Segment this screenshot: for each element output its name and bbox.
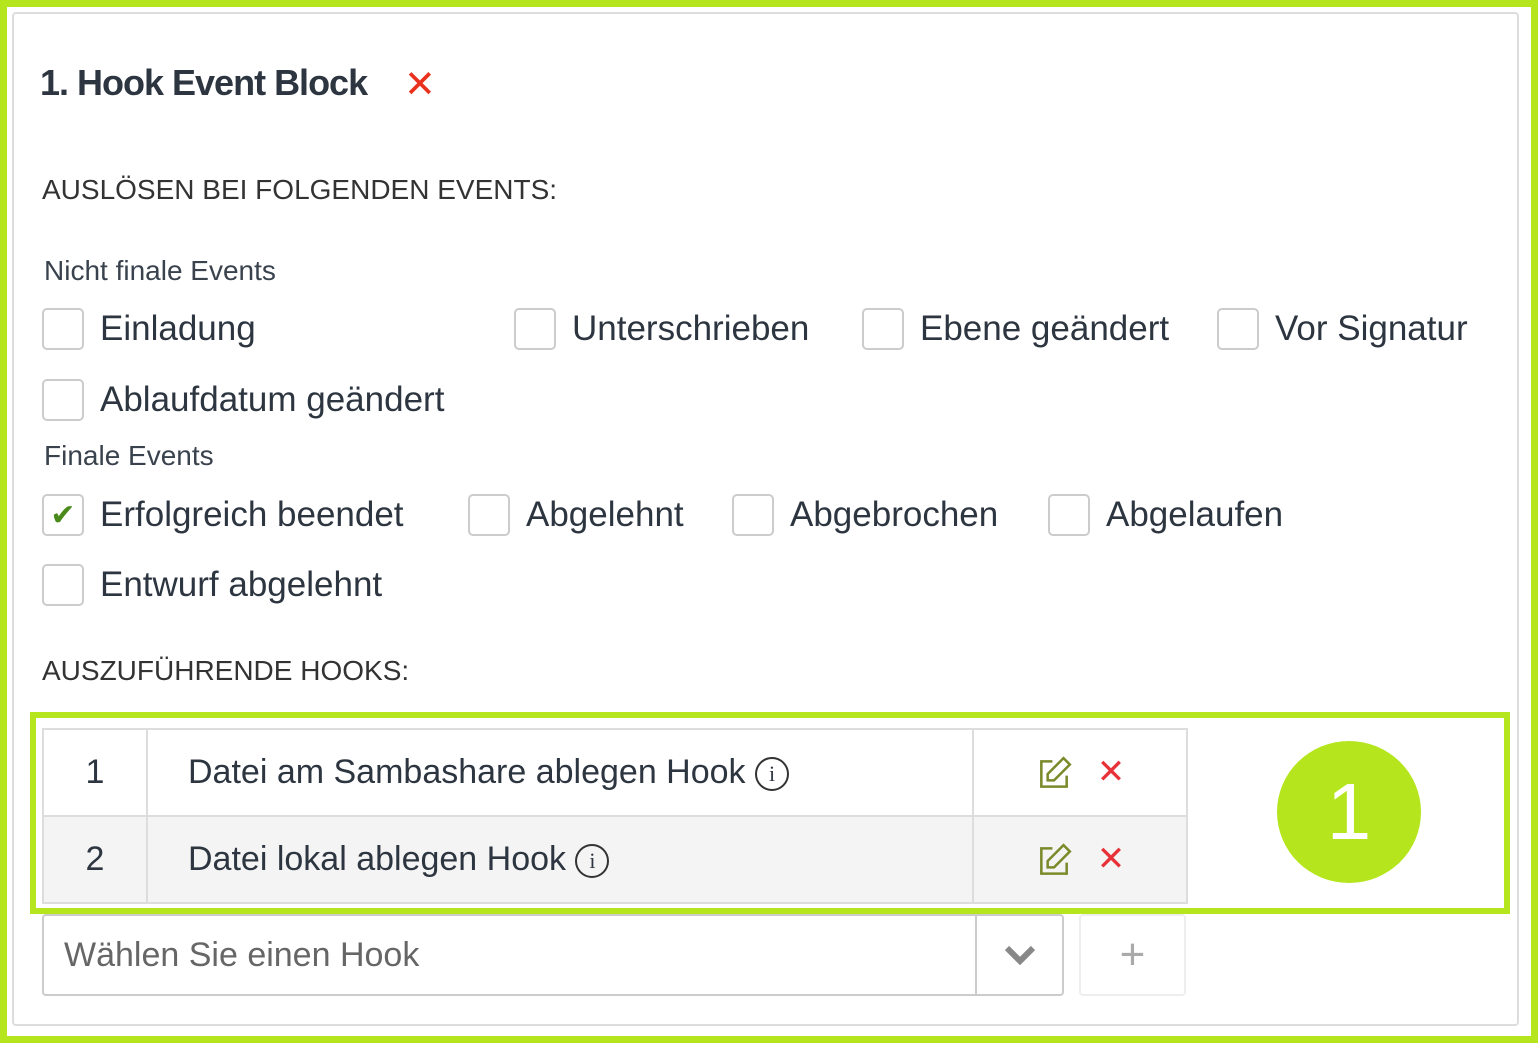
checkbox-label: Ablaufdatum geändert (100, 380, 445, 419)
checkbox-label: Erfolgreich beendet (100, 495, 404, 534)
info-icon[interactable]: i (755, 757, 789, 792)
delete-icon[interactable]: ✕ (1096, 752, 1126, 791)
checkbox-label: Einladung (100, 309, 256, 348)
final-label: Finale Events (44, 440, 214, 471)
checkbox-label: Ebene geändert (920, 309, 1170, 348)
hook-name-cell: Datei am Sambashare ablegen Hook i (146, 728, 974, 817)
checkbox-box[interactable] (468, 494, 510, 536)
checkbox-erfolgreich-beendet[interactable]: ✔ Erfolgreich beendet (42, 494, 404, 536)
check-icon[interactable]: ✔ (42, 494, 84, 536)
checkbox-label: Abgelaufen (1106, 495, 1284, 534)
hook-name: Datei lokal ablegen Hook (188, 840, 567, 878)
checkbox-box[interactable] (862, 308, 904, 350)
checkbox-box[interactable] (42, 308, 84, 350)
hook-number: 1 (42, 728, 148, 817)
delete-icon[interactable]: ✕ (1096, 839, 1126, 878)
checkbox-box[interactable] (42, 564, 84, 606)
checkbox-ebene-geaendert[interactable]: Ebene geändert (862, 308, 1169, 350)
events-heading: AUSLÖSEN BEI FOLGENDEN EVENTS: (42, 174, 558, 205)
non-final-label: Nicht finale Events (44, 255, 276, 286)
checkbox-abgelehnt[interactable]: Abgelehnt (468, 494, 684, 536)
hooks-heading: AUSZUFÜHRENDE HOOKS: (42, 655, 410, 686)
table-row: 1 Datei am Sambashare ablegen Hook i ✕ (42, 728, 1188, 817)
hook-select-placeholder: Wählen Sie einen Hook (64, 935, 420, 974)
checkbox-label: Entwurf abgelehnt (100, 565, 383, 604)
checkbox-box[interactable] (732, 494, 774, 536)
chevron-down-icon[interactable] (975, 916, 1062, 994)
hook-actions: ✕ (972, 728, 1188, 817)
edit-icon[interactable] (1035, 842, 1073, 880)
checkbox-box[interactable] (1217, 308, 1259, 350)
hook-name: Datei am Sambashare ablegen Hook (188, 753, 746, 791)
hook-name-cell: Datei lokal ablegen Hook i (146, 815, 974, 904)
hook-number: 2 (42, 815, 148, 904)
checkbox-vor-signatur[interactable]: Vor Signatur (1217, 308, 1468, 350)
checkbox-label: Vor Signatur (1275, 309, 1468, 348)
table-row: 2 Datei lokal ablegen Hook i ✕ (42, 815, 1188, 904)
annotation-badge: 1 (1277, 741, 1421, 883)
close-icon[interactable]: ✕ (404, 64, 436, 106)
hook-actions: ✕ (972, 815, 1188, 904)
checkbox-ablaufdatum-geaendert[interactable]: Ablaufdatum geändert (42, 379, 444, 421)
hooks-table: 1 Datei am Sambashare ablegen Hook i ✕ 2… (42, 728, 1188, 904)
hook-select[interactable]: Wählen Sie einen Hook (42, 914, 1064, 996)
checkbox-box[interactable] (514, 308, 556, 350)
checkbox-box[interactable] (42, 379, 84, 421)
checkbox-unterschrieben[interactable]: Unterschrieben (514, 308, 809, 350)
edit-icon[interactable] (1035, 755, 1073, 793)
annotation-highlight-box (30, 712, 1510, 914)
checkbox-einladung[interactable]: Einladung (42, 308, 256, 350)
block-title: 1. Hook Event Block (40, 62, 368, 103)
checkbox-abgelaufen[interactable]: Abgelaufen (1048, 494, 1283, 536)
checkbox-entwurf-abgelehnt[interactable]: Entwurf abgelehnt (42, 564, 382, 606)
info-icon[interactable]: i (575, 844, 610, 879)
checkbox-label: Abgelehnt (526, 495, 684, 534)
checkbox-abgebrochen[interactable]: Abgebrochen (732, 494, 998, 536)
checkbox-label: Abgebrochen (790, 495, 999, 534)
checkbox-label: Unterschrieben (572, 309, 810, 348)
add-hook-button[interactable]: + (1079, 914, 1186, 996)
checkbox-box[interactable] (1048, 494, 1090, 536)
hook-event-block-card (12, 12, 1519, 1026)
